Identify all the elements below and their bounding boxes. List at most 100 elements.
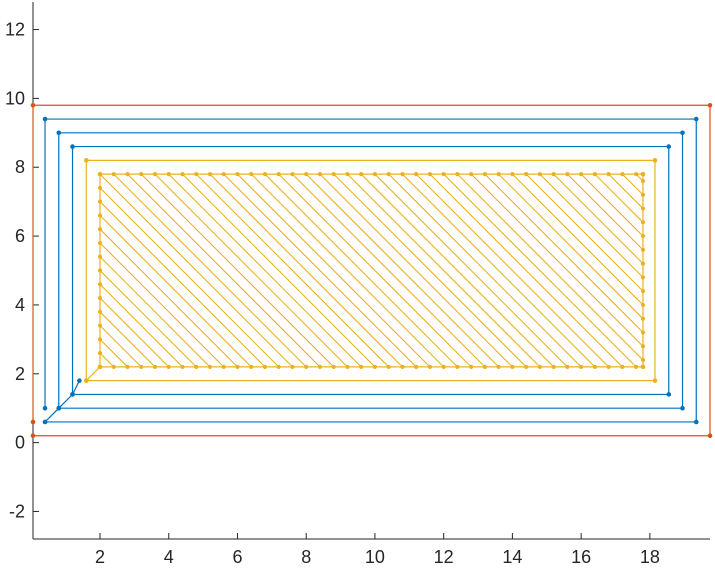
hatch-line xyxy=(525,173,644,292)
hatch-line xyxy=(182,173,376,368)
series-marker-middle xyxy=(56,130,62,136)
hatch-line xyxy=(195,173,390,368)
hatch-line xyxy=(347,173,541,368)
series-marker-outer xyxy=(707,102,713,108)
x-tick-label: 10 xyxy=(365,547,385,567)
series-marker-middle xyxy=(70,392,75,397)
hatch-line xyxy=(154,173,348,368)
hatch-line xyxy=(512,173,644,306)
hatch-line xyxy=(140,173,335,368)
hatch-line xyxy=(484,173,644,333)
hatch-line xyxy=(360,173,555,368)
series-marker-middle xyxy=(42,116,48,122)
x-tick-label: 2 xyxy=(95,547,105,567)
series-marker-outer xyxy=(707,433,713,439)
series-marker-middle xyxy=(70,144,75,149)
y-tick-label: 2 xyxy=(15,364,25,384)
series-marker-middle xyxy=(666,392,672,397)
hatch-line xyxy=(99,228,238,368)
hatch-line xyxy=(443,173,637,368)
hatch-line xyxy=(292,173,486,368)
x-tick-label: 14 xyxy=(502,547,522,567)
hatch-line xyxy=(264,173,458,368)
x-tick-label: 8 xyxy=(301,547,311,567)
hatch-line xyxy=(168,173,362,368)
hatch-line xyxy=(621,173,644,196)
series-marker-middle xyxy=(693,116,699,122)
y-tick-label: 8 xyxy=(15,157,25,177)
hatch-line xyxy=(209,173,403,368)
series-marker-middle xyxy=(666,144,672,149)
hatch-line xyxy=(99,173,293,368)
hatch-line xyxy=(99,297,170,368)
series-marker-middle xyxy=(56,405,62,411)
series-marker-outer xyxy=(30,433,36,439)
y-tick-label: -2 xyxy=(9,501,25,521)
hatch-line xyxy=(594,173,644,223)
hatch-line xyxy=(374,173,568,368)
hatch-line xyxy=(99,256,211,368)
series-marker-middle xyxy=(680,130,685,136)
x-tick-label: 18 xyxy=(640,547,660,567)
hatch-line xyxy=(539,173,644,278)
series-marker-inner xyxy=(652,158,658,163)
hatch-line xyxy=(113,173,307,368)
y-tick-label: 12 xyxy=(5,20,25,40)
hatch-line xyxy=(333,173,527,368)
series-line-middle xyxy=(43,118,697,423)
hatch-line xyxy=(99,201,266,368)
hatch-line xyxy=(553,173,644,265)
series-marker-inner xyxy=(83,158,89,163)
hatch-line xyxy=(250,173,445,368)
series-marker-inner xyxy=(640,171,646,177)
series-marker-middle xyxy=(77,378,82,383)
hatch-line xyxy=(278,173,472,368)
y-tick-label: 6 xyxy=(15,226,25,246)
series-marker-inner xyxy=(652,378,658,383)
series-marker-inner xyxy=(83,378,89,383)
hatch-line xyxy=(305,173,500,368)
hatch-line xyxy=(237,173,431,368)
hatch-line xyxy=(99,311,156,368)
series-marker-middle xyxy=(693,419,699,425)
hatch-line xyxy=(99,283,183,368)
hatch-line xyxy=(388,173,582,368)
x-tick-label: 6 xyxy=(232,547,242,567)
hatch-line xyxy=(223,173,417,368)
series-marker-middle xyxy=(680,405,685,411)
hatch-line xyxy=(99,187,280,368)
hatch-line xyxy=(127,173,321,368)
hatch-line xyxy=(99,338,128,368)
series-marker-outer xyxy=(30,419,36,425)
series-line-inner xyxy=(84,159,656,382)
y-tick-label: 0 xyxy=(15,433,25,453)
x-tick-label: 12 xyxy=(434,547,454,567)
hatch-line xyxy=(99,270,197,368)
hatch-line xyxy=(99,352,115,368)
hatch-line xyxy=(470,173,644,347)
series-marker-inner xyxy=(97,364,103,370)
hatch-line xyxy=(566,173,644,251)
hatch-line xyxy=(457,173,644,361)
series-marker-middle xyxy=(42,419,48,425)
y-tick-label: 4 xyxy=(15,295,25,315)
hatch-line xyxy=(99,242,225,368)
hatch-line xyxy=(498,173,644,320)
hatch-line xyxy=(608,173,644,209)
series-marker-inner xyxy=(97,171,103,177)
series-marker-inner xyxy=(640,364,646,370)
series-marker-outer xyxy=(30,102,36,108)
hatch-line xyxy=(580,173,644,237)
hatch-line xyxy=(402,173,596,368)
x-tick-label: 16 xyxy=(571,547,591,567)
y-tick-label: 10 xyxy=(5,88,25,108)
hatch-line xyxy=(99,215,252,368)
hatch-line xyxy=(429,173,623,368)
hatch-line xyxy=(99,325,142,368)
hatch-line xyxy=(415,173,610,368)
series-marker-middle xyxy=(42,405,48,411)
hatch-line xyxy=(319,173,513,368)
x-tick-label: 4 xyxy=(164,547,174,567)
